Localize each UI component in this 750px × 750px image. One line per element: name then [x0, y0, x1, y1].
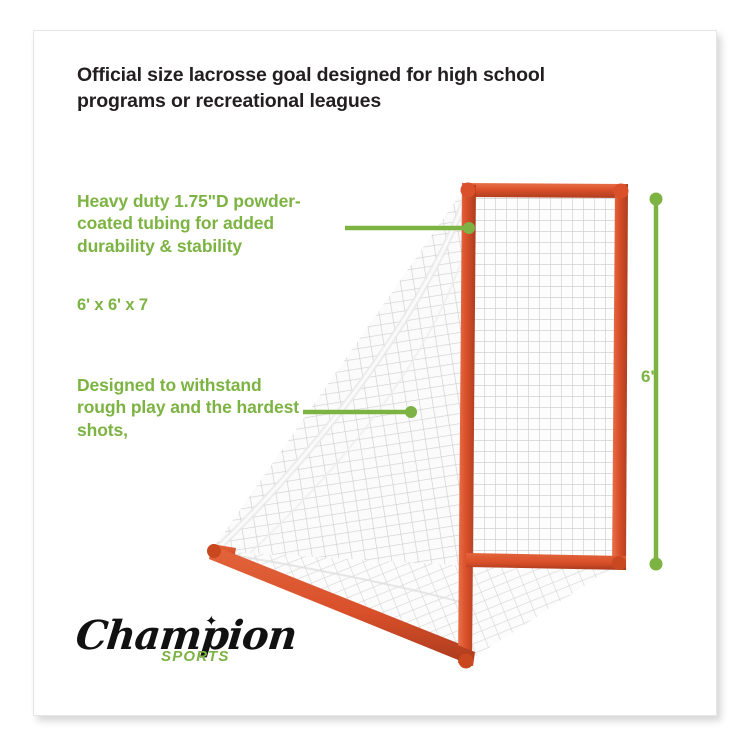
dimension-height-label: 6': [640, 365, 656, 389]
brand-logo: Champion ✦ SPORTS: [74, 612, 299, 674]
brand-subtext: SPORTS: [161, 648, 230, 665]
annotation-durability-text: Designed to withstand rough play and the…: [77, 375, 300, 440]
annotation-dimensions-text: 6' x 6' x 7: [77, 296, 148, 314]
page-title: Official size lacrosse goal designed for…: [77, 64, 545, 113]
annotation-tubing-text: Heavy duty 1.75"D powder-coated tubing f…: [77, 191, 301, 256]
brand-star-icon: ✦: [205, 613, 218, 630]
